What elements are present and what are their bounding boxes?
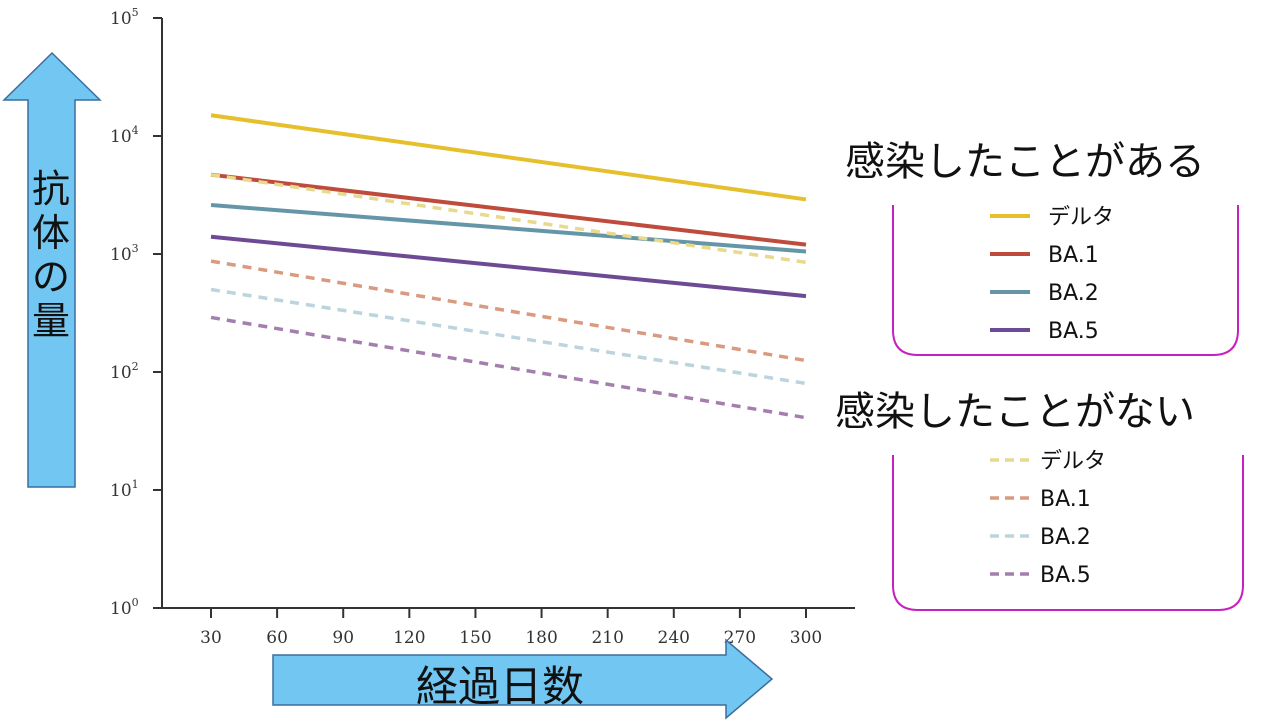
- legend-label: BA.2: [1048, 281, 1099, 306]
- legend-title-infected: 感染したことがある: [845, 139, 1205, 185]
- series-line-infected-0: [210, 113, 807, 202]
- y-ticks: 100 101 102 103 104 105: [110, 6, 162, 619]
- series-lines: [210, 113, 807, 420]
- x-tick-label: 120: [393, 628, 425, 648]
- series-line-not-infected-1: [210, 259, 807, 363]
- legend-label: デルタ: [1048, 205, 1114, 230]
- x-tick-label: 90: [332, 628, 354, 648]
- x-tick-label: 210: [591, 628, 623, 648]
- x-tick-label: 150: [459, 628, 491, 648]
- y-tick-label: 103: [110, 242, 139, 265]
- x-tick-label: 300: [790, 628, 822, 648]
- x-arrow: [272, 638, 774, 720]
- series-line-not-infected-3: [210, 315, 807, 420]
- legend-label: BA.5: [1048, 319, 1099, 344]
- x-axis-label: 経過日数: [416, 662, 584, 711]
- legend-box-not-infected: [892, 455, 1244, 611]
- legend-box-infected: [892, 205, 1239, 356]
- y-tick-label: 104: [110, 124, 139, 147]
- y-axis-label-char: 体: [32, 211, 70, 255]
- y-axis-label-char: 量: [32, 299, 70, 343]
- y-axis-label-char: 抗: [32, 167, 70, 211]
- axes: [161, 18, 855, 609]
- y-tick-label: 105: [110, 6, 139, 29]
- legend-title-not-infected: 感染したことがない: [835, 389, 1195, 435]
- legend-label: BA.2: [1040, 525, 1091, 550]
- x-tick-label: 60: [266, 628, 288, 648]
- y-tick-label: 102: [110, 360, 139, 383]
- x-tick-label: 180: [525, 628, 557, 648]
- legend-label: デルタ: [1040, 449, 1106, 474]
- legend: デルタ BA.1 BA.2 BA.5 デルタ BA.1 BA.2 BA.5: [990, 205, 1114, 588]
- x-tick-label: 240: [658, 628, 690, 648]
- legend-label: BA.1: [1040, 487, 1091, 512]
- y-tick-label: 100: [110, 596, 139, 619]
- series-line-infected-3: [210, 234, 807, 299]
- series-line-infected-1: [210, 172, 807, 247]
- y-axis-label-char: の: [32, 255, 70, 299]
- series-line-not-infected-0: [210, 172, 807, 265]
- y-tick-label: 101: [110, 478, 139, 501]
- x-tick-label: 270: [724, 628, 756, 648]
- series-line-infected-2: [210, 203, 807, 254]
- x-tick-label: 30: [200, 628, 222, 648]
- legend-label: BA.1: [1048, 243, 1099, 268]
- legend-label: BA.5: [1040, 563, 1091, 588]
- series-line-not-infected-2: [210, 287, 807, 386]
- y-arrow: [2, 51, 102, 488]
- x-ticks: 30 60 90 120 150 180 210 240 270 300: [200, 608, 822, 648]
